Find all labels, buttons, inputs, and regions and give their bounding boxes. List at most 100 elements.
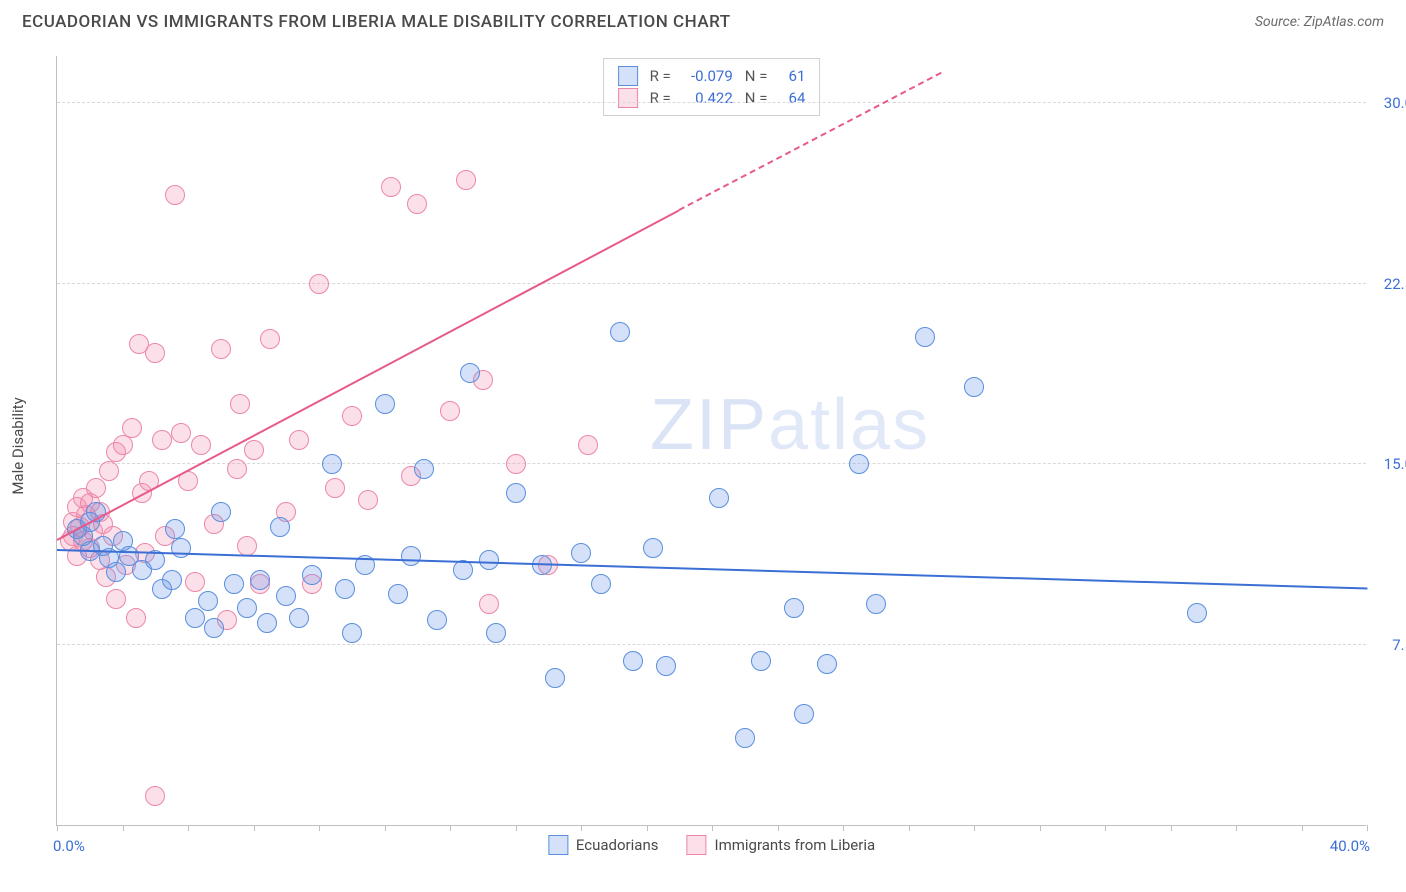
legend-label-ecuadorians: Ecuadorians bbox=[576, 836, 659, 854]
data-point bbox=[643, 538, 663, 558]
data-point bbox=[456, 170, 476, 190]
r-label: R = bbox=[650, 65, 671, 87]
data-point bbox=[165, 519, 185, 539]
x-tick bbox=[254, 825, 255, 831]
data-point bbox=[250, 570, 270, 590]
data-point bbox=[162, 570, 182, 590]
x-tick bbox=[1367, 825, 1368, 831]
data-point bbox=[817, 654, 837, 674]
data-point bbox=[610, 322, 630, 342]
data-point bbox=[751, 651, 771, 671]
data-point bbox=[342, 623, 362, 643]
data-point bbox=[227, 459, 247, 479]
data-point bbox=[915, 327, 935, 347]
data-point bbox=[276, 586, 296, 606]
data-point bbox=[623, 651, 643, 671]
data-point bbox=[735, 728, 755, 748]
data-point bbox=[191, 435, 211, 455]
data-point bbox=[342, 406, 362, 426]
data-point bbox=[571, 543, 591, 563]
data-point bbox=[244, 440, 264, 460]
x-tick bbox=[319, 825, 320, 831]
x-tick bbox=[647, 825, 648, 831]
x-tick bbox=[516, 825, 517, 831]
n-value-ecuadorians: 61 bbox=[777, 65, 805, 87]
data-point bbox=[358, 490, 378, 510]
data-point bbox=[794, 704, 814, 724]
x-tick bbox=[1105, 825, 1106, 831]
gridline bbox=[57, 644, 1366, 645]
data-point bbox=[289, 608, 309, 628]
y-tick-label: 7.5% bbox=[1392, 636, 1406, 654]
data-point bbox=[545, 668, 565, 688]
data-point bbox=[656, 656, 676, 676]
data-point bbox=[237, 536, 257, 556]
data-point bbox=[407, 194, 427, 214]
data-point bbox=[126, 608, 146, 628]
x-tick bbox=[1171, 825, 1172, 831]
data-point bbox=[414, 459, 434, 479]
x-axis-origin: 0.0% bbox=[53, 837, 85, 855]
data-point bbox=[335, 579, 355, 599]
x-tick bbox=[843, 825, 844, 831]
data-point bbox=[204, 618, 224, 638]
legend-row-liberia: R = 0.422 N = 64 bbox=[618, 87, 806, 109]
gridline bbox=[57, 463, 1366, 464]
data-point bbox=[479, 550, 499, 570]
data-point bbox=[86, 478, 106, 498]
data-point bbox=[106, 589, 126, 609]
data-point bbox=[106, 562, 126, 582]
data-point bbox=[171, 538, 191, 558]
r-value-liberia: 0.422 bbox=[681, 87, 733, 109]
data-point bbox=[122, 418, 142, 438]
data-point bbox=[591, 574, 611, 594]
data-point bbox=[185, 572, 205, 592]
legend-item-ecuadorians: Ecuadorians bbox=[548, 835, 659, 855]
x-axis-end: 40.0% bbox=[1330, 837, 1370, 855]
data-point bbox=[440, 401, 460, 421]
data-point bbox=[230, 394, 250, 414]
data-point bbox=[309, 274, 329, 294]
correlation-legend: R = -0.079 N = 61 R = 0.422 N = 64 bbox=[603, 58, 821, 116]
data-point bbox=[1187, 603, 1207, 623]
y-axis-label: Male Disability bbox=[9, 397, 27, 494]
data-point bbox=[709, 488, 729, 508]
x-tick bbox=[712, 825, 713, 831]
data-point bbox=[375, 394, 395, 414]
x-tick bbox=[123, 825, 124, 831]
source-attribution: Source: ZipAtlas.com bbox=[1255, 14, 1384, 30]
data-point bbox=[866, 594, 886, 614]
data-point bbox=[388, 584, 408, 604]
data-point bbox=[322, 454, 342, 474]
data-point bbox=[237, 598, 257, 618]
x-tick bbox=[909, 825, 910, 831]
data-point bbox=[325, 478, 345, 498]
y-tick-label: 15.0% bbox=[1384, 455, 1406, 473]
chart-title: ECUADORIAN VS IMMIGRANTS FROM LIBERIA MA… bbox=[22, 12, 731, 32]
watermark-light: atlas bbox=[768, 385, 930, 465]
data-point bbox=[224, 574, 244, 594]
data-point bbox=[145, 786, 165, 806]
x-tick bbox=[188, 825, 189, 831]
n-label: N = bbox=[745, 65, 768, 87]
data-point bbox=[964, 377, 984, 397]
x-tick bbox=[1236, 825, 1237, 831]
r-label: R = bbox=[650, 87, 671, 109]
data-point bbox=[270, 517, 290, 537]
data-point bbox=[401, 546, 421, 566]
data-point bbox=[145, 343, 165, 363]
legend-row-ecuadorians: R = -0.079 N = 61 bbox=[618, 65, 806, 87]
data-point bbox=[171, 423, 191, 443]
x-tick bbox=[57, 825, 58, 831]
data-point bbox=[460, 363, 480, 383]
n-value-liberia: 64 bbox=[777, 87, 805, 109]
data-point bbox=[260, 329, 280, 349]
swatch-ecuadorians bbox=[548, 835, 568, 855]
x-tick bbox=[1040, 825, 1041, 831]
data-point bbox=[486, 623, 506, 643]
data-point bbox=[152, 430, 172, 450]
data-point bbox=[99, 461, 119, 481]
data-point bbox=[427, 610, 447, 630]
data-point bbox=[784, 598, 804, 618]
scatter-chart: ZIPatlas R = -0.079 N = 61 R = 0.422 N =… bbox=[56, 56, 1366, 826]
